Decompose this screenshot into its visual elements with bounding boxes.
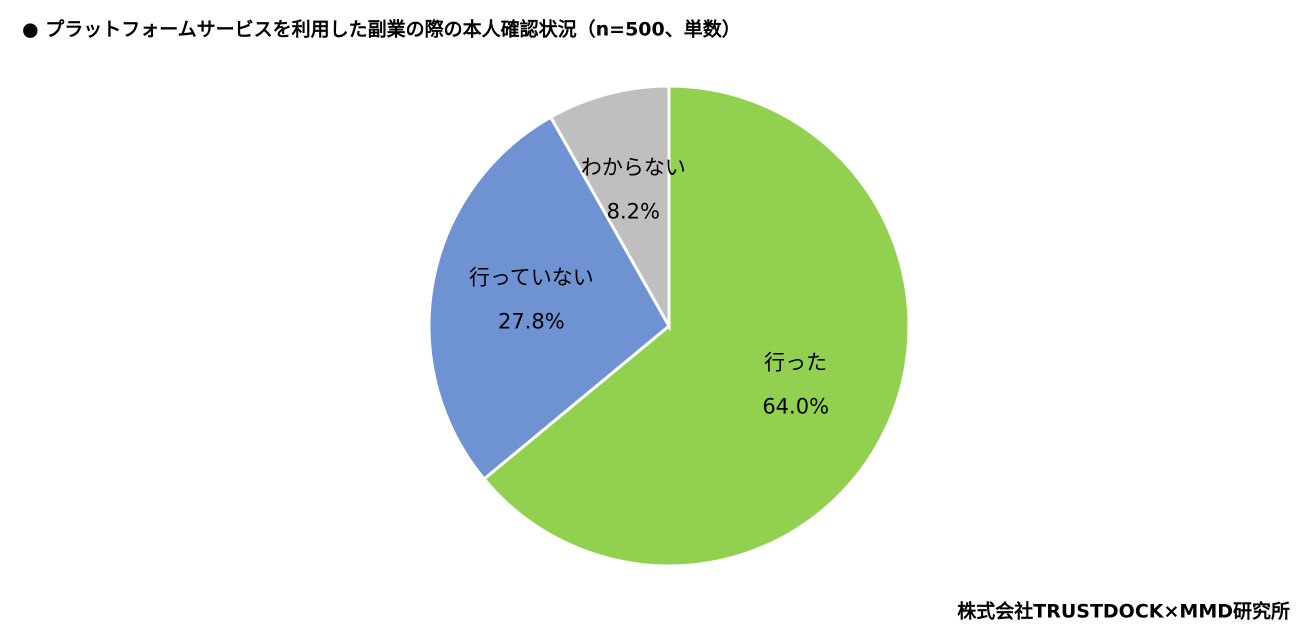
slice-label: わからない — [581, 156, 686, 180]
slice-label: 行っていない — [469, 266, 594, 290]
pie-slice — [548, 84, 671, 332]
source-note: 株式会社TRUSTDOCK×MMD研究所 — [957, 600, 1290, 623]
pie-slice — [427, 115, 671, 482]
value-label: 8.2% — [607, 200, 660, 224]
value-label: 64.0% — [762, 395, 829, 419]
value-label: 27.8% — [498, 310, 565, 334]
chart-title: ● プラットフォームサービスを利用した副業の際の本人確認状況（n=500、単数） — [22, 18, 741, 41]
pie-slice — [481, 84, 911, 568]
slice-label: 行った — [764, 351, 827, 375]
